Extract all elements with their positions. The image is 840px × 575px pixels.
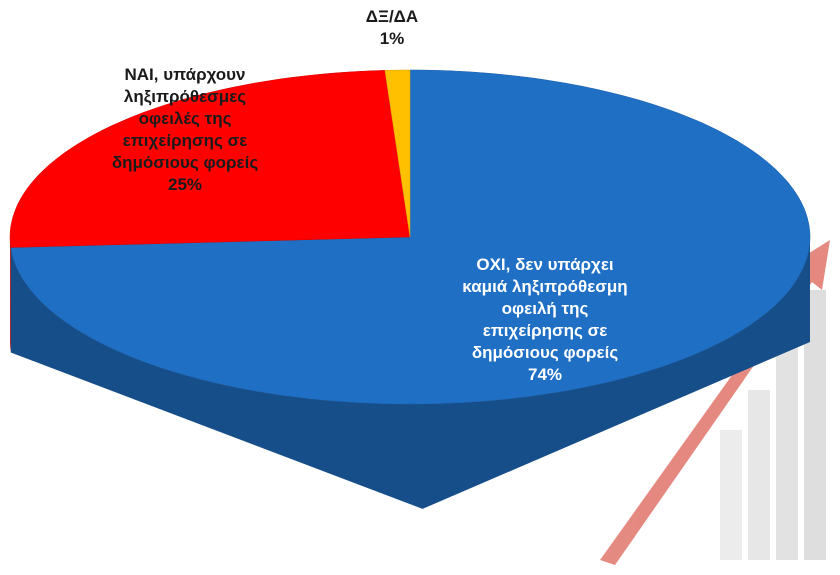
slice-label: ΝΑΙ, υπάρχουν ληξιπρόθεσμες οφειλές της … [98,64,273,196]
category-name: ΟΧΙ, δεν υπάρχει καμιά ληξιπρόθεσμη οφει… [453,254,638,364]
slice-side [10,237,11,353]
value-label: 74% [453,364,638,386]
chart: ΟΧΙ, δεν υπάρχει καμιά ληξιπρόθεσμη οφει… [0,0,840,575]
value-label: 1% [347,28,437,50]
slice-label: ΟΧΙ, δεν υπάρχει καμιά ληξιπρόθεσμη οφει… [453,254,638,386]
category-name: ΝΑΙ, υπάρχουν ληξιπρόθεσμες οφειλές της … [98,64,273,174]
category-name: ΔΞ/ΔΑ [347,6,437,28]
value-label: 25% [98,174,273,196]
